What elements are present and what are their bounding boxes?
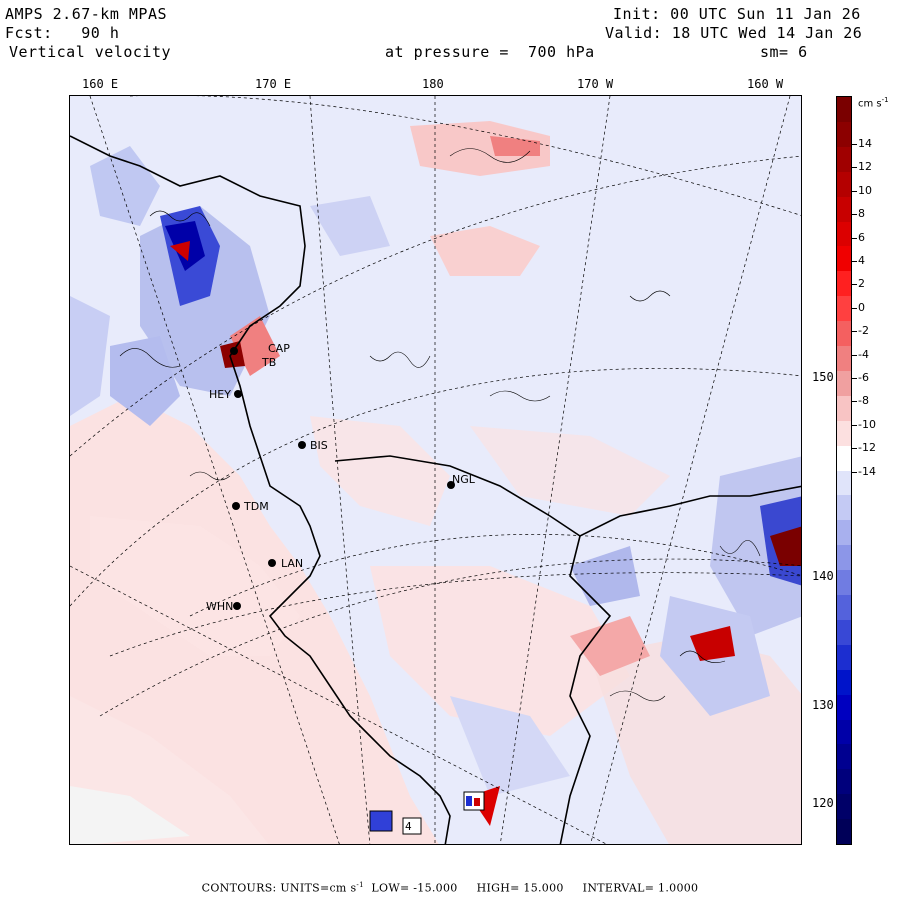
colorbar-tick-mark	[852, 448, 857, 450]
colorbar-tick-mark	[852, 471, 857, 473]
footer-low: LOW= -15.000	[371, 881, 458, 895]
colorbar-segment	[837, 644, 851, 671]
colorbar-tick-label: -2	[858, 324, 869, 338]
contour-info: CONTOURS: UNITS=cm s-1 LOW= -15.000 HIGH…	[201, 881, 699, 895]
station-label-cap: CAP	[268, 342, 290, 355]
colorbar-tick-label: 8	[858, 207, 865, 221]
pressure-level: at pressure = 700 hPa	[385, 43, 595, 61]
colorbar-tick-label: 14	[858, 137, 872, 150]
colorbar-segment	[837, 296, 851, 322]
colorbar-tick-label: -6	[858, 371, 869, 384]
colorbar-tick-label: -10	[858, 417, 876, 431]
colorbar-tick-mark	[852, 354, 857, 356]
colorbar-tick-label: -12	[858, 441, 876, 455]
colorbar-tick-label: 10	[858, 183, 872, 197]
colorbar-segment	[837, 769, 851, 795]
colorbar-tick-mark	[852, 214, 857, 216]
colorbar-segment	[837, 595, 851, 621]
map-box-annotation: 4	[405, 820, 412, 833]
vertical-velocity-map	[69, 95, 802, 845]
colorbar-segment	[837, 97, 851, 123]
smoothing-value: sm= 6	[760, 43, 808, 61]
colorbar-tick-label: -4	[858, 347, 869, 361]
colorbar-segment	[837, 346, 851, 372]
colorbar-segment	[837, 744, 851, 770]
colorbar-segment	[837, 495, 851, 521]
station-dot-cap	[230, 347, 238, 355]
colorbar-segment	[837, 420, 851, 447]
colorbar-segment	[837, 520, 851, 546]
colorbar-segment	[837, 146, 851, 173]
colorbar-tick-mark	[852, 401, 857, 403]
station-dot-whn	[233, 602, 241, 610]
station-label-tdm: TDM	[244, 500, 269, 513]
station-dot-lan	[268, 559, 276, 567]
valid-time: Valid: 18 UTC Wed 14 Jan 26	[605, 24, 863, 42]
colorbar-tick-mark	[852, 424, 857, 426]
station-label-whn: WHN	[206, 600, 234, 613]
colorbar-tick-label: -8	[858, 394, 869, 408]
lon-label-170e: 170 E	[255, 77, 292, 91]
colorbar-tick-label: 12	[858, 160, 872, 174]
colorbar-tick-label: 6	[858, 230, 865, 244]
model-title: AMPS 2.67-km MPAS	[5, 5, 168, 23]
colorbar-tick-mark	[852, 307, 857, 309]
colorbar-segment	[837, 221, 851, 247]
colorbar-segment	[837, 794, 851, 820]
colorbar-segment	[837, 246, 851, 272]
map-canvas	[70, 96, 801, 844]
colorbar-segment	[837, 395, 851, 422]
colorbar-tick-mark	[852, 261, 857, 262]
colorbar-segment	[837, 819, 851, 844]
station-dot-hey	[234, 390, 242, 398]
lon-label-160e: 160 E	[82, 77, 119, 91]
colorbar-segment	[837, 445, 851, 471]
colorbar-tick-mark	[852, 331, 857, 333]
colorbar-unit: cm s-1	[858, 96, 889, 110]
colorbar-segment	[837, 470, 851, 496]
station-label-lan: LAN	[281, 557, 304, 570]
colorbar-segment	[837, 121, 851, 148]
colorbar-segment	[837, 171, 851, 198]
colorbar-segment	[837, 196, 851, 222]
station-label-bis: BIS	[310, 439, 328, 452]
colorbar	[836, 96, 852, 845]
lon-label-160w: 160 W	[747, 77, 784, 91]
station-label-hey: HEY	[209, 388, 231, 401]
colorbar-tick-mark	[852, 237, 857, 239]
station-dot-bis	[298, 441, 306, 449]
station-label-tb: TB	[262, 356, 277, 369]
station-label-ngl: NGL	[452, 473, 475, 486]
colorbar-tick-label: 0	[858, 300, 865, 314]
colorbar-segment	[837, 271, 851, 297]
colorbar-tick-mark	[852, 378, 857, 379]
footer-interval: INTERVAL= 1.0000	[582, 881, 699, 895]
colorbar-segment	[837, 719, 851, 745]
colorbar-segment	[837, 321, 851, 347]
colorbar-tick-label: -14	[858, 464, 876, 478]
colorbar-tick-label: 2	[858, 277, 865, 291]
colorbar-segment	[837, 370, 851, 397]
lon-label-170w: 170 W	[577, 77, 614, 91]
colorbar-segment	[837, 694, 851, 720]
forecast-hour: Fcst: 90 h	[5, 24, 120, 42]
colorbar-tick-mark	[852, 284, 857, 286]
colorbar-tick-mark	[852, 190, 857, 192]
variable-name: Vertical velocity	[9, 43, 172, 61]
init-time: Init: 00 UTC Sun 11 Jan 26	[613, 5, 861, 23]
colorbar-segment	[837, 669, 851, 696]
colorbar-tick-mark	[852, 167, 857, 169]
colorbar-segment	[837, 619, 851, 646]
footer-high: HIGH= 15.000	[476, 881, 564, 895]
footer-contours: CONTOURS: UNITS=cm s	[201, 881, 357, 895]
colorbar-segment	[837, 545, 851, 571]
lon-label-180: 180	[422, 77, 444, 91]
station-dot-tdm	[232, 502, 240, 510]
station-dot-ngl	[447, 481, 455, 489]
colorbar-tick-label: 4	[858, 254, 865, 267]
colorbar-segment	[837, 570, 851, 596]
colorbar-tick-mark	[852, 144, 857, 145]
